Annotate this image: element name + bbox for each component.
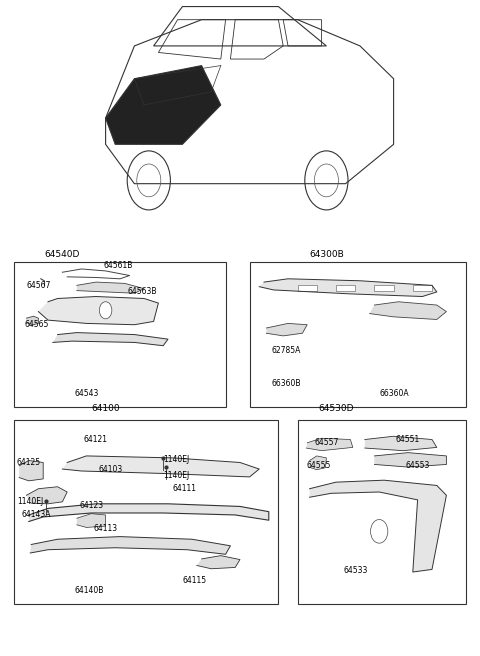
Circle shape: [371, 520, 388, 543]
FancyBboxPatch shape: [298, 285, 317, 291]
Text: 64555: 64555: [306, 461, 331, 470]
FancyBboxPatch shape: [413, 285, 432, 291]
Text: 64125: 64125: [17, 458, 41, 467]
Text: 64557: 64557: [314, 438, 339, 447]
Polygon shape: [30, 537, 230, 554]
FancyBboxPatch shape: [298, 420, 466, 604]
Text: 66360A: 66360A: [379, 389, 409, 398]
Polygon shape: [38, 297, 158, 325]
Polygon shape: [77, 514, 106, 527]
Text: 64100: 64100: [91, 404, 120, 413]
Text: 64113: 64113: [94, 523, 118, 533]
Text: 64300B: 64300B: [309, 250, 344, 259]
Text: 64565: 64565: [25, 320, 49, 329]
Text: 64143A: 64143A: [22, 510, 51, 520]
Polygon shape: [19, 461, 43, 481]
Text: 64551: 64551: [396, 435, 420, 444]
Text: 64553: 64553: [406, 461, 430, 470]
Text: 64530D: 64530D: [318, 404, 354, 413]
Text: 62785A: 62785A: [271, 346, 300, 356]
Text: 64115: 64115: [182, 576, 206, 585]
Polygon shape: [370, 302, 446, 319]
Polygon shape: [365, 436, 437, 451]
Text: 64561B: 64561B: [103, 261, 132, 270]
Text: 64140B: 64140B: [74, 586, 104, 595]
Text: 1140EJ: 1140EJ: [163, 471, 190, 480]
Text: 64533: 64533: [343, 566, 368, 575]
Text: 64103: 64103: [98, 464, 123, 474]
Text: 66360B: 66360B: [271, 379, 300, 388]
Text: 64543: 64543: [74, 389, 99, 398]
Text: 64121: 64121: [84, 435, 108, 444]
Polygon shape: [29, 504, 269, 522]
Text: 64567: 64567: [26, 281, 51, 290]
Polygon shape: [106, 66, 221, 144]
Text: 1140EJ: 1140EJ: [17, 497, 43, 506]
Polygon shape: [259, 279, 437, 297]
Polygon shape: [77, 282, 144, 293]
FancyBboxPatch shape: [250, 262, 466, 407]
Polygon shape: [309, 456, 326, 470]
FancyBboxPatch shape: [14, 420, 278, 604]
Polygon shape: [62, 456, 259, 477]
Text: 64540D: 64540D: [45, 250, 80, 259]
Polygon shape: [310, 480, 446, 572]
FancyBboxPatch shape: [374, 285, 394, 291]
Text: 64111: 64111: [173, 484, 197, 493]
Text: 64123: 64123: [79, 501, 103, 510]
FancyBboxPatch shape: [336, 285, 355, 291]
Polygon shape: [26, 316, 38, 325]
Polygon shape: [53, 333, 168, 346]
Text: 1140EJ: 1140EJ: [163, 455, 190, 464]
Polygon shape: [266, 323, 307, 336]
Circle shape: [99, 302, 112, 319]
FancyBboxPatch shape: [14, 262, 226, 407]
Polygon shape: [306, 438, 353, 451]
Polygon shape: [26, 487, 67, 504]
Text: 64563B: 64563B: [127, 287, 156, 297]
Polygon shape: [197, 556, 240, 569]
Polygon shape: [374, 453, 446, 467]
